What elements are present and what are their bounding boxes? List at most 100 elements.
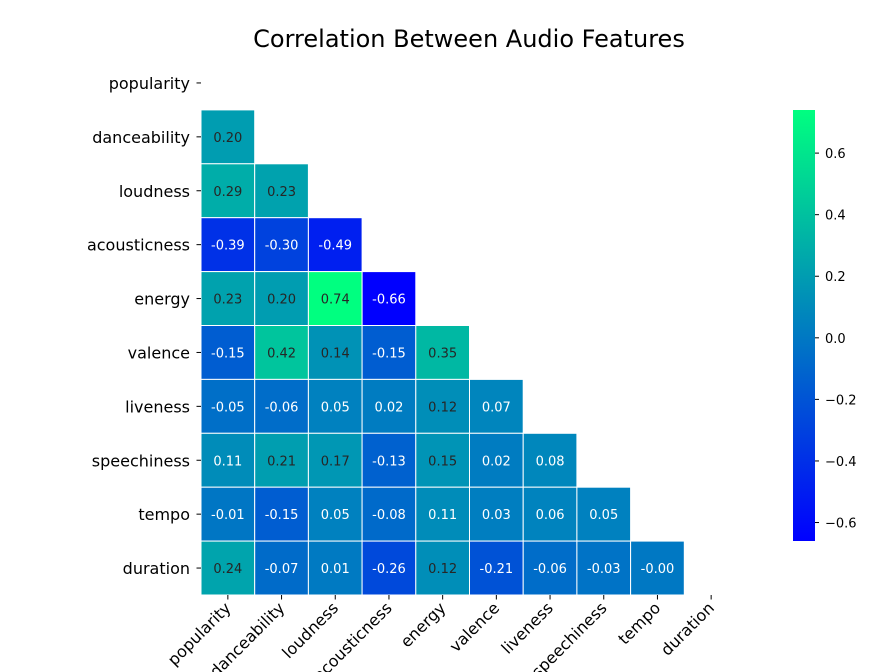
cell-value-label: 0.02: [482, 454, 511, 469]
cell-value-label: 0.03: [482, 508, 511, 523]
cell-value-label: 0.15: [428, 454, 457, 469]
heatmap-cell: [307, 378, 363, 434]
cell-value-label: 0.35: [428, 346, 457, 361]
y-tick-label: liveness: [125, 397, 190, 416]
y-tick-label: tempo: [138, 505, 190, 524]
cell-value-label: -0.05: [211, 400, 245, 415]
cell-value-label: -0.49: [318, 239, 352, 254]
colorbar-tick-label: 0.4: [825, 209, 846, 224]
cell-value-label: 0.08: [536, 454, 565, 469]
x-tick-label: valence: [446, 598, 504, 656]
heatmap-cell: [361, 432, 417, 488]
cell-value-label: 0.11: [213, 454, 242, 469]
cell-value-label: 0.23: [267, 185, 296, 200]
heatmap-cell: [200, 540, 256, 596]
heatmap-cell: [307, 486, 363, 542]
cell-value-label: -0.15: [372, 346, 406, 361]
heatmap-cell: [361, 271, 417, 327]
heatmap-cell: [254, 378, 309, 434]
colorbar-tick-label: 0.6: [825, 147, 846, 162]
heatmap-cell: [361, 378, 417, 434]
cell-value-label: 0.07: [482, 400, 511, 415]
y-tick-label: danceability: [92, 128, 190, 147]
cell-value-label: 0.12: [428, 562, 457, 577]
heatmap-cell: [200, 432, 256, 488]
cell-value-label: 0.11: [428, 508, 457, 523]
y-tick-label: acousticness: [87, 236, 190, 255]
y-tick-label: valence: [128, 343, 190, 362]
cell-value-label: 0.02: [374, 400, 403, 415]
cell-value-label: 0.01: [321, 562, 350, 577]
cell-value-label: 0.23: [213, 293, 242, 308]
heatmap-cell: [307, 217, 363, 273]
colorbar: −0.6 −0.4 −0.2 0.0 0.2 0.4 0.6: [793, 110, 857, 541]
cell-value-label: 0.74: [321, 293, 350, 308]
y-axis: popularity danceability loudness acousticne…: [87, 74, 201, 578]
heatmap-cell: [200, 109, 256, 165]
heatmap-cell: [522, 540, 578, 596]
heatmap-cell: [469, 378, 524, 434]
colorbar-tick-label: 0.2: [825, 270, 846, 285]
heatmap-cell: [522, 432, 578, 488]
cell-value-label: -0.06: [533, 562, 567, 577]
colorbar-tick-label: −0.2: [825, 393, 857, 408]
cell-value-label: -0.03: [587, 562, 621, 577]
cell-value-label: 0.17: [321, 454, 350, 469]
cell-value-label: 0.29: [213, 185, 242, 200]
colorbar-tick-label: 0.0: [825, 332, 846, 347]
x-axis: popularitydanceabilityloudnessacousticne…: [164, 595, 718, 672]
cell-value-label: -0.15: [265, 508, 299, 523]
cell-value-label: 0.21: [267, 454, 296, 469]
heatmap-cell: [200, 163, 256, 219]
cell-value-label: -0.08: [372, 508, 406, 523]
cell-value-label: -0.00: [641, 562, 675, 577]
cell-value-label: -0.21: [480, 562, 514, 577]
heatmap-cell: [469, 432, 524, 488]
cell-value-label: 0.42: [267, 346, 296, 361]
heatmap-cell: [630, 540, 685, 596]
heatmap-cell: [469, 540, 524, 596]
heatmap-cells: 0.20 0.29 0.23 -0.39 -0.30 -0.49 0.23 0.20 0.74 -…: [200, 109, 685, 596]
cell-value-label: 0.20: [267, 293, 296, 308]
cell-value-label: -0.15: [211, 346, 245, 361]
y-tick-label: duration: [123, 559, 190, 578]
cell-value-label: 0.05: [321, 400, 350, 415]
heatmap-cell: [200, 486, 256, 542]
y-tick-label: speechiness: [92, 451, 190, 470]
heatmap-cell: [307, 540, 363, 596]
colorbar-tick-label: −0.6: [825, 517, 857, 532]
heatmap-cell: [415, 378, 470, 434]
cell-value-label: 0.24: [213, 562, 242, 577]
cell-value-label: 0.06: [536, 508, 565, 523]
cell-value-label: 0.12: [428, 400, 457, 415]
y-tick-label: energy: [134, 290, 190, 309]
colorbar-gradient: [793, 110, 815, 541]
chart-title: Correlation Between Audio Features: [253, 25, 685, 53]
x-tick-label: duration: [657, 598, 718, 659]
heatmap-cell: [361, 540, 417, 596]
x-tick-label: energy: [397, 598, 450, 651]
cell-value-label: -0.26: [372, 562, 406, 577]
cell-value-label: -0.39: [211, 239, 245, 254]
cell-value-label: 0.14: [321, 346, 350, 361]
cell-value-label: -0.01: [211, 508, 245, 523]
heatmap-cell: [254, 271, 309, 327]
y-tick-label: popularity: [109, 74, 190, 93]
colorbar-tick-label: −0.4: [825, 455, 857, 470]
cell-value-label: 0.05: [589, 508, 618, 523]
y-tick-label: loudness: [119, 182, 190, 201]
cell-value-label: 0.05: [321, 508, 350, 523]
heatmap-cell: [361, 325, 417, 380]
heatmap-cell: [576, 486, 632, 542]
cell-value-label: -0.30: [265, 239, 299, 254]
cell-value-label: -0.06: [265, 400, 299, 415]
x-tick-label: tempo: [614, 598, 664, 648]
heatmap-cell: [254, 163, 309, 219]
heatmap-cell: [254, 325, 309, 380]
cell-value-label: 0.20: [213, 131, 242, 146]
cell-value-label: -0.13: [372, 454, 406, 469]
cell-value-label: -0.07: [265, 562, 299, 577]
heatmap-cell: [254, 432, 309, 488]
cell-value-label: -0.66: [372, 293, 406, 308]
